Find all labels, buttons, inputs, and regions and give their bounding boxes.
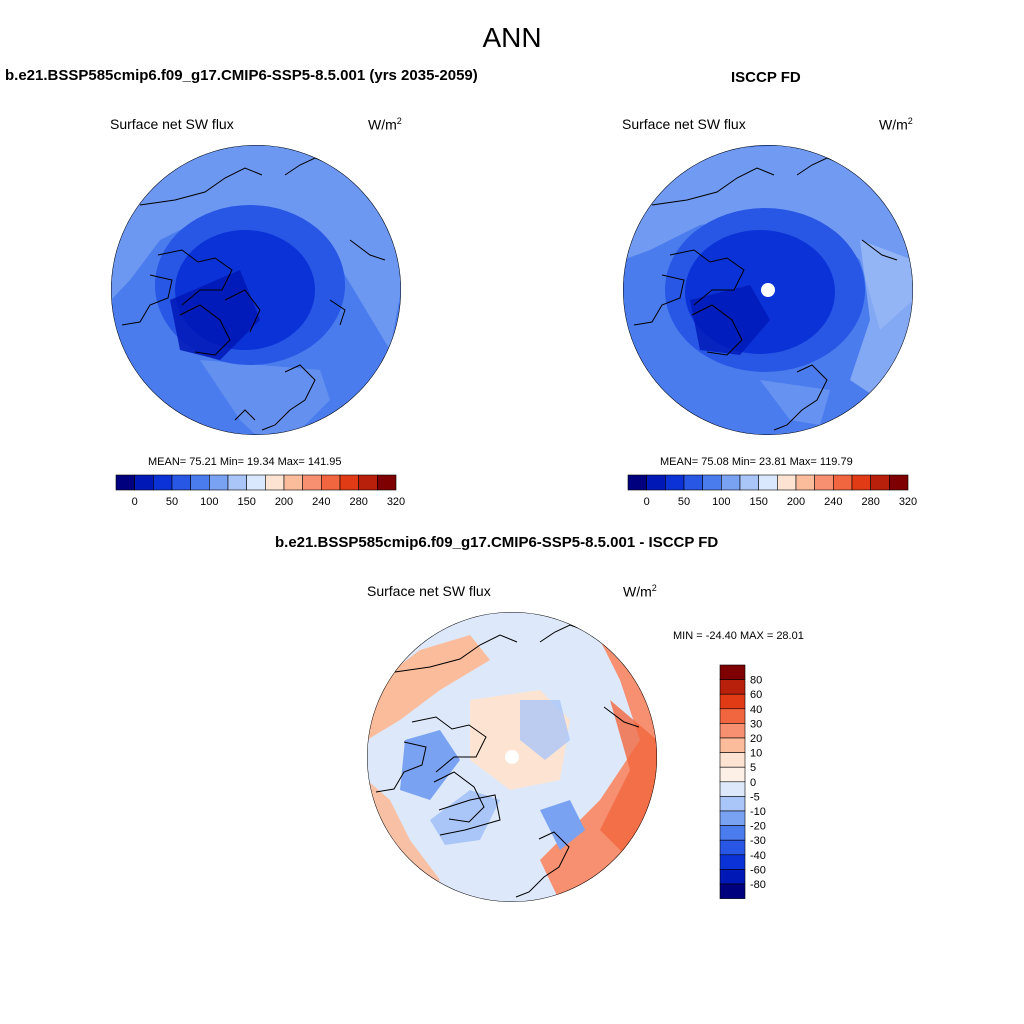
colorbar-swatch <box>665 474 685 491</box>
colorbar-tick-label: 240 <box>824 496 842 508</box>
colorbar-swatch <box>833 474 853 491</box>
main-title: ANN <box>482 22 542 53</box>
colorbar-swatch <box>227 474 247 491</box>
colorbar-tick-label: 0 <box>644 496 650 508</box>
colorbar-tick-label: -10 <box>750 806 766 818</box>
left-colorbar: 0 50 100 150 200 240 280 320 <box>115 474 405 508</box>
colorbar-swatch <box>646 474 666 491</box>
colorbar-swatch <box>758 474 778 491</box>
colorbar-swatch <box>719 708 746 724</box>
right-stats: MEAN= 75.08 Min= 23.81 Max= 119.79 <box>660 456 853 468</box>
colorbar-tick-label: 50 <box>166 496 178 508</box>
colorbar-swatch <box>702 474 722 491</box>
colorbar-swatch <box>358 474 378 491</box>
colorbar-swatch <box>283 474 303 491</box>
colorbar-tick-label: 50 <box>678 496 690 508</box>
colorbar-tick-label: 40 <box>750 704 762 716</box>
right-polar-map <box>623 145 913 435</box>
right-panel-title: ISCCP FD <box>731 69 801 86</box>
left-units-label: W/m2 <box>368 116 402 133</box>
colorbar-tick-label: 20 <box>750 733 762 745</box>
colorbar-swatch <box>302 474 322 491</box>
colorbar-swatch <box>719 723 746 739</box>
colorbar-tick-label: 80 <box>750 675 762 687</box>
left-stats: MEAN= 75.21 Min= 19.34 Max= 141.95 <box>148 456 342 468</box>
colorbar-tick-label: -30 <box>750 835 766 847</box>
colorbar-swatch <box>265 474 285 491</box>
diff-colorbar: 80 60 40 30 20 10 5 0 -5 -10 -20 -30 -40 -60 -80 <box>719 664 766 899</box>
colorbar-swatch <box>814 474 834 491</box>
left-panel-title: b.e21.BSSP585cmip6.f09_g17.CMIP6-SSP5-8.… <box>5 67 478 84</box>
diff-variable-label: Surface net SW flux <box>367 583 491 599</box>
colorbar-swatch <box>190 474 210 491</box>
diff-stats: MIN = -24.40 MAX = 28.01 <box>673 630 804 642</box>
right-colorbar: 0 50 100 150 200 240 280 320 <box>627 474 917 508</box>
colorbar-swatch <box>719 693 746 710</box>
colorbar-swatch <box>115 474 135 491</box>
colorbar-tick-label: 5 <box>750 762 756 774</box>
colorbar-swatch <box>719 752 746 768</box>
colorbar-tick-label: 200 <box>787 496 805 508</box>
colorbar-tick-label: -80 <box>750 879 766 891</box>
colorbar-swatch <box>171 474 191 491</box>
colorbar-swatch <box>683 474 703 491</box>
colorbar-swatch <box>721 474 741 491</box>
colorbar-swatch <box>339 474 359 491</box>
colorbar-tick-label: 240 <box>312 496 330 508</box>
colorbar-swatch <box>719 664 746 680</box>
colorbar-swatch <box>134 474 154 491</box>
colorbar-tick-label: 280 <box>349 496 367 508</box>
colorbar-tick-label: -5 <box>750 791 760 803</box>
colorbar-tick-label: 100 <box>200 496 218 508</box>
diff-units-label: W/m2 <box>623 583 657 600</box>
colorbar-tick-label: 30 <box>750 718 762 730</box>
colorbar-tick-label: 200 <box>275 496 293 508</box>
colorbar-tick-label: 0 <box>132 496 138 508</box>
colorbar-swatch <box>719 781 746 797</box>
colorbar-swatch <box>719 766 746 783</box>
colorbar-swatch <box>739 474 759 491</box>
colorbar-swatch <box>719 839 746 856</box>
colorbar-tick-label: 60 <box>750 689 762 701</box>
colorbar-swatch <box>321 474 341 491</box>
colorbar-tick-label: 320 <box>387 496 405 508</box>
colorbar-swatch <box>719 737 746 753</box>
colorbar-swatch <box>153 474 173 491</box>
colorbar-swatch <box>719 796 746 812</box>
colorbar-tick-label: -60 <box>750 864 766 876</box>
left-variable-label: Surface net SW flux <box>110 116 234 132</box>
diff-panel-title: b.e21.BSSP585cmip6.f09_g17.CMIP6-SSP5-8.… <box>275 534 719 551</box>
colorbar-swatch <box>719 854 746 870</box>
colorbar-swatch <box>870 474 890 491</box>
colorbar-swatch <box>719 810 746 826</box>
colorbar-tick-label: 280 <box>861 496 879 508</box>
colorbar-tick-label: 100 <box>712 496 730 508</box>
colorbar-tick-label: 0 <box>750 777 756 789</box>
colorbar-swatch <box>377 474 397 491</box>
colorbar-swatch <box>246 474 266 491</box>
right-units-label: W/m2 <box>879 116 913 133</box>
colorbar-tick-label: -20 <box>750 821 766 833</box>
colorbar-tick-label: 10 <box>750 748 762 760</box>
colorbar-tick-label: 320 <box>899 496 917 508</box>
diff-missing-pole <box>505 750 519 764</box>
colorbar-swatch <box>719 869 746 885</box>
colorbar-swatch <box>209 474 229 491</box>
colorbar-swatch <box>719 825 746 841</box>
colorbar-swatch <box>851 474 871 491</box>
colorbar-swatch <box>795 474 815 491</box>
colorbar-swatch <box>889 474 909 491</box>
left-polar-map <box>111 145 401 435</box>
diff-polar-map <box>367 612 657 902</box>
colorbar-tick-label: 150 <box>237 496 255 508</box>
colorbar-swatch <box>719 679 746 695</box>
right-variable-label: Surface net SW flux <box>622 116 746 132</box>
colorbar-tick-label: 150 <box>749 496 767 508</box>
colorbar-swatch <box>719 883 746 899</box>
colorbar-swatch <box>627 474 647 491</box>
right-missing-pole <box>761 283 775 297</box>
colorbar-tick-label: -40 <box>750 850 766 862</box>
colorbar-swatch <box>777 474 797 491</box>
